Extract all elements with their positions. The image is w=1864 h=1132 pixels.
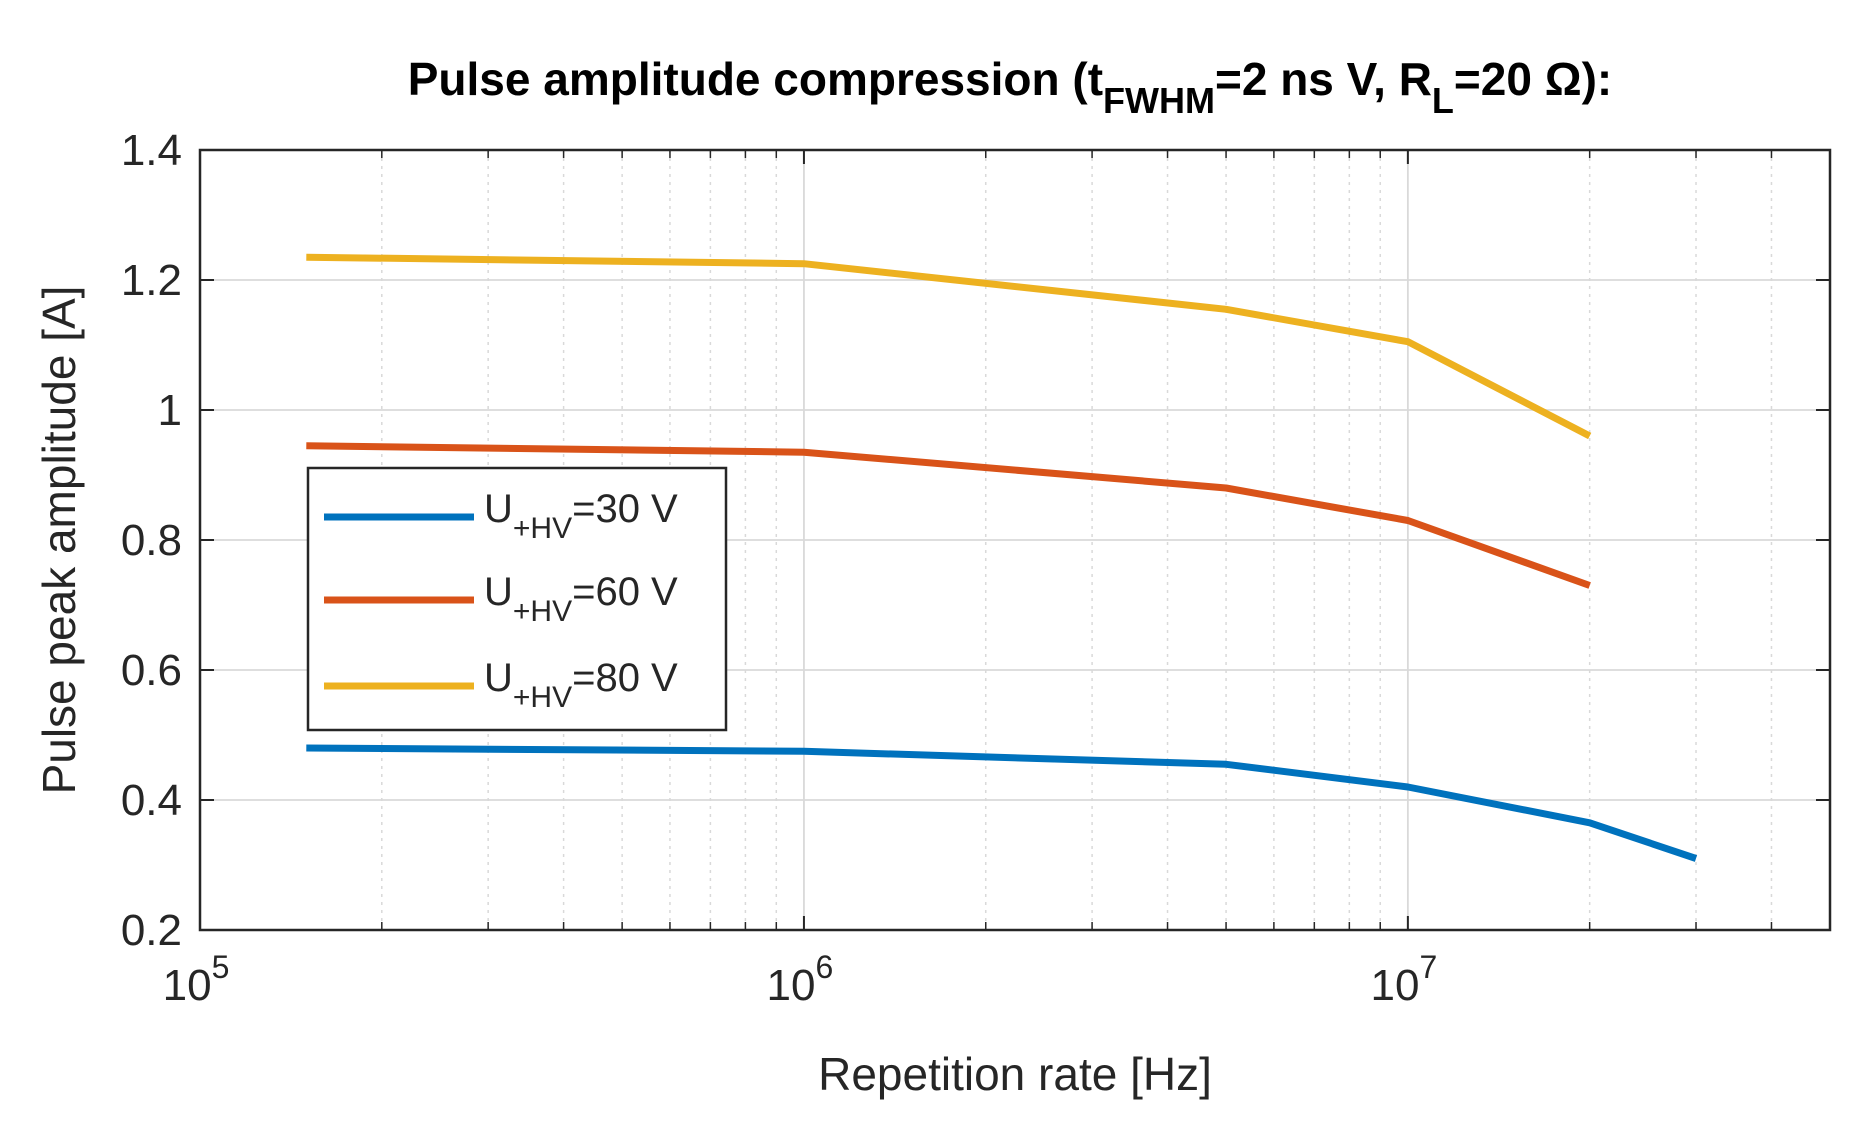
title-prefix: Pulse amplitude compression (t [408, 53, 1103, 105]
legend: U+HV=30 V U+HV=60 V U+HV=80 V [306, 466, 728, 732]
x-tick-label-exponent: 7 [1419, 949, 1437, 985]
title-sub-l: L [1432, 80, 1454, 121]
y-axis-label: Pulse peak amplitude [A] [33, 286, 85, 795]
x-tick-label-base: 10 [767, 961, 816, 1010]
y-tick-label: 1.2 [121, 256, 182, 305]
series-line-80v [306, 253, 1592, 440]
legend-30v-sub: +HV [513, 512, 572, 545]
legend-80v-main: U [484, 656, 513, 700]
title-middle: =2 ns V, R [1215, 53, 1432, 105]
title-sub-fwhm: FWHM [1103, 80, 1215, 121]
x-tick-label: 107 [1370, 949, 1437, 1010]
legend-60v-main: U [484, 570, 513, 614]
x-tick-label: 106 [767, 949, 834, 1010]
chart-title: Pulse amplitude compression (tFWHM=2 ns … [408, 53, 1613, 121]
legend-entry-60v: U+HV=60 V [484, 570, 678, 628]
x-tick-label-base: 10 [163, 961, 212, 1010]
y-tick-label: 1 [158, 386, 182, 435]
y-tick-label: 1.4 [121, 126, 182, 175]
legend-30v-rest: =30 V [572, 487, 678, 531]
legend-60v-rest: =60 V [572, 570, 678, 614]
legend-entry-80v: U+HV=80 V [484, 656, 678, 714]
y-tick-label: 0.6 [121, 646, 182, 695]
title-suffix: =20 Ω): [1454, 53, 1612, 105]
y-tick-label: 0.8 [121, 516, 182, 565]
legend-30v-main: U [484, 487, 513, 531]
y-tick-label: 0.4 [121, 776, 182, 825]
series-line-30v [306, 744, 1698, 862]
legend-entry-30v: U+HV=30 V [484, 487, 678, 545]
x-tick-label-exponent: 5 [212, 949, 230, 985]
legend-80v-sub: +HV [513, 681, 572, 714]
grid [200, 150, 1830, 930]
series-line-60v [306, 442, 1591, 589]
x-tick-label-exponent: 6 [816, 949, 834, 985]
x-tick-label-base: 10 [1370, 961, 1419, 1010]
y-tick-label: 0.2 [121, 906, 182, 955]
x-axis-label: Repetition rate [Hz] [818, 1048, 1212, 1100]
legend-60v-sub: +HV [513, 595, 572, 628]
series-lines [306, 253, 1698, 862]
x-tick-label: 105 [163, 949, 230, 1010]
legend-80v-rest: =80 V [572, 656, 678, 700]
